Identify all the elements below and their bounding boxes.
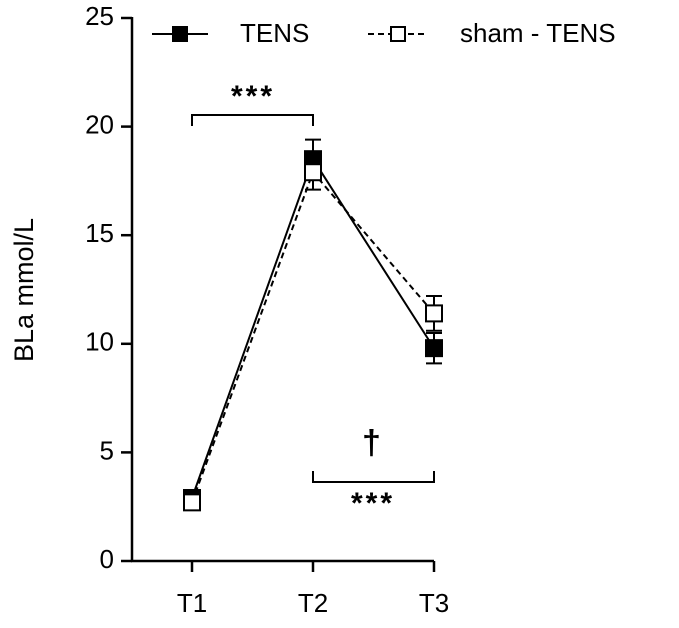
y-tick-label: 15: [85, 218, 114, 248]
annotation: †: [362, 424, 384, 462]
y-axis-label: BLa mmol/L: [9, 218, 39, 362]
series-line: [191, 170, 435, 503]
data-point: [425, 304, 443, 323]
y-tick-label: 20: [85, 109, 114, 139]
legend-marker: [390, 26, 406, 42]
legend-label: sham - TENS: [460, 18, 616, 48]
data-point: [183, 493, 201, 512]
y-tick-label: 10: [85, 327, 114, 357]
data-point: [304, 163, 322, 182]
legend-label: TENS: [240, 18, 309, 48]
bracket: [191, 114, 314, 126]
series-line: [191, 156, 435, 499]
x-tick-label: T3: [419, 588, 449, 618]
x-tick-label: T2: [298, 588, 328, 618]
annotation: ***: [351, 487, 395, 520]
bracket: [312, 471, 435, 483]
annotation: ***: [231, 80, 275, 113]
y-tick-label: 25: [85, 1, 114, 31]
legend-marker: [172, 26, 188, 42]
data-point: [425, 339, 443, 358]
y-tick-label: 0: [100, 544, 114, 574]
y-tick-label: 5: [100, 435, 114, 465]
x-tick-label: T1: [177, 588, 207, 618]
